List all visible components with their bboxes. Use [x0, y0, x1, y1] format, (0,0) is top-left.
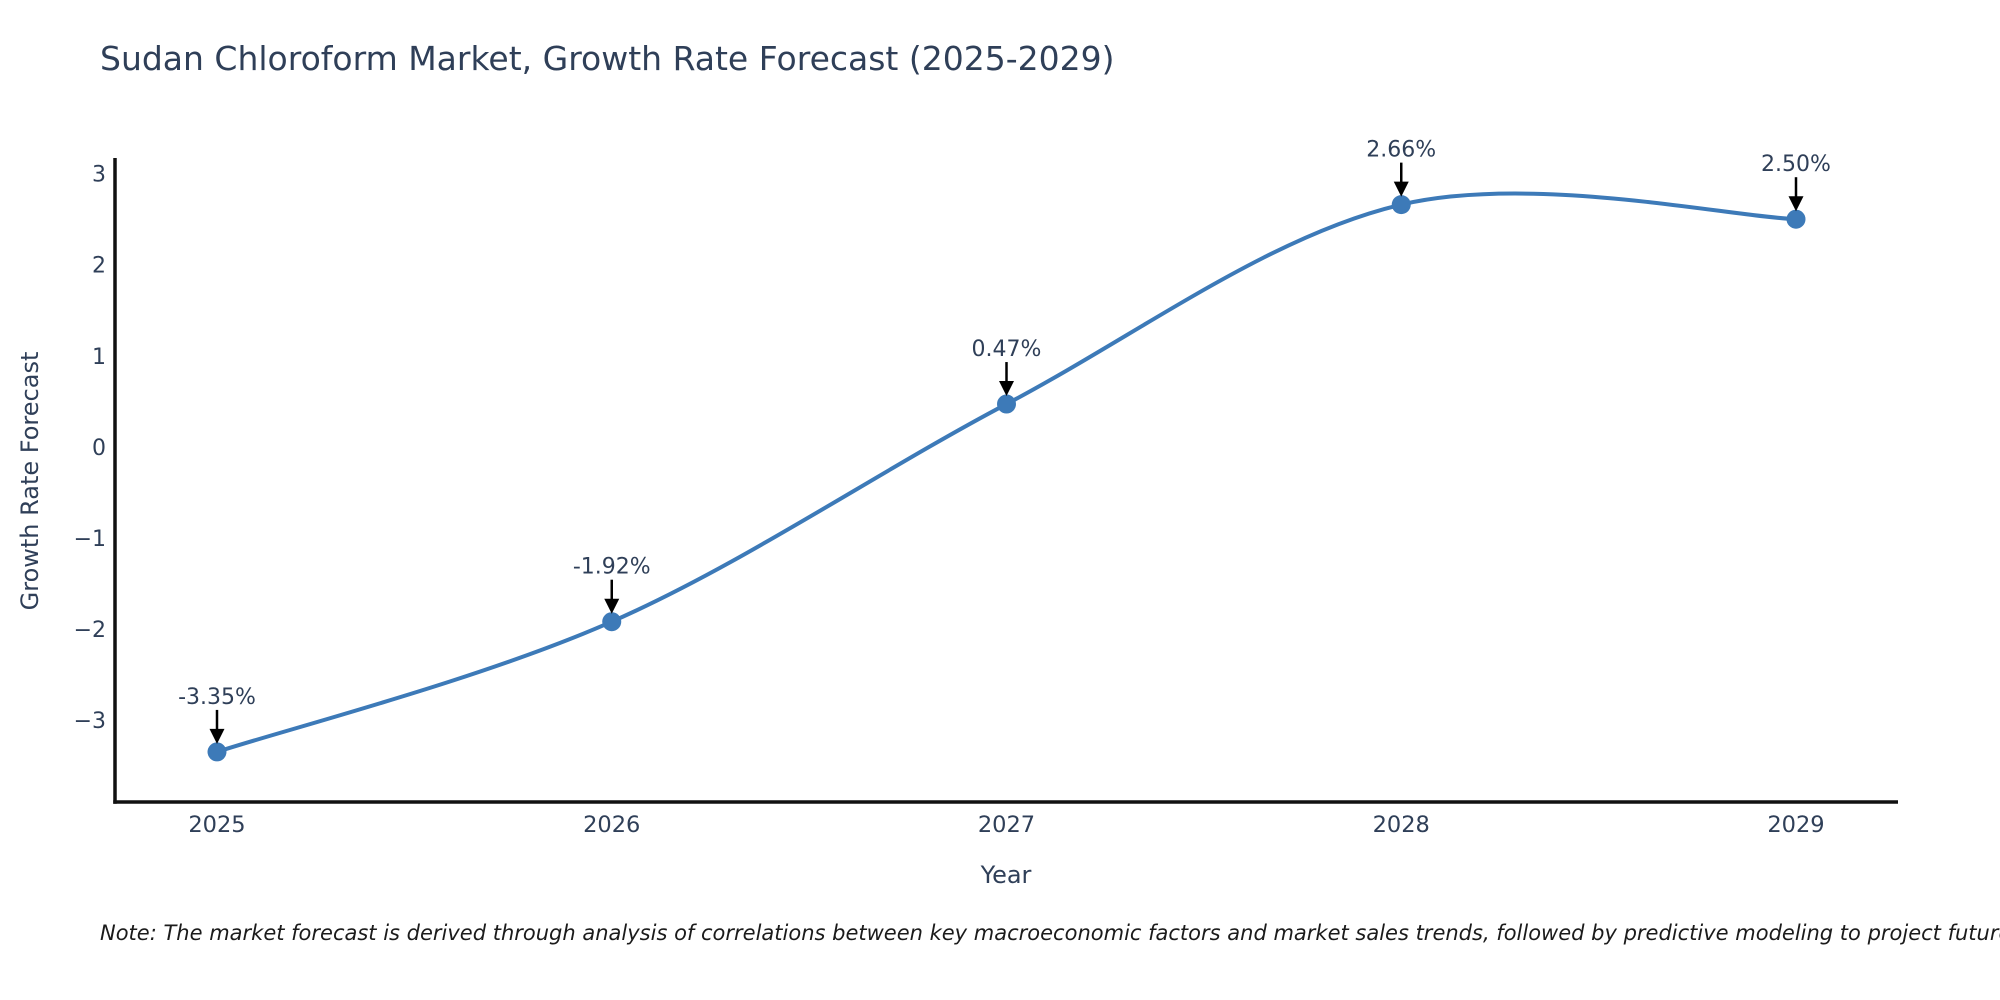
- point-value-label: 2.50%: [1761, 152, 1831, 177]
- forecast-line-series: [215, 191, 1798, 754]
- point-value-label: -3.35%: [178, 685, 256, 710]
- footnote: Note: The market forecast is derived thr…: [100, 921, 2000, 945]
- x-tick-label: 2027: [978, 812, 1035, 838]
- x-tick-label: 2028: [1373, 812, 1430, 838]
- annotation-arrow-head: [604, 598, 620, 614]
- x-tick-label: 2029: [1767, 812, 1824, 838]
- data-point-marker: [602, 612, 622, 632]
- annotation-arrow-head: [209, 728, 225, 744]
- y-tick-label: 0: [92, 436, 106, 461]
- x-tick-label: 2025: [188, 812, 245, 838]
- chart-title: Sudan Chloroform Market, Growth Rate For…: [100, 39, 1115, 78]
- x-tick-label: 2026: [583, 812, 640, 838]
- x-axis-title: Year: [980, 861, 1032, 889]
- point-value-label: 0.47%: [972, 337, 1042, 362]
- annotation-arrow-head: [999, 381, 1014, 397]
- y-tick-label: 3: [92, 163, 106, 188]
- y-tick-label: 2: [92, 254, 106, 279]
- data-point-marker: [207, 742, 227, 762]
- data-point-marker: [1786, 209, 1806, 229]
- annotation-arrow-head: [1393, 181, 1409, 197]
- data-point-marker: [997, 394, 1016, 414]
- y-tick-label: 1: [92, 345, 106, 370]
- point-value-label: 2.66%: [1366, 138, 1436, 163]
- y-tick-label: −1: [74, 527, 106, 552]
- point-value-label: -1.92%: [573, 555, 651, 580]
- data-point-marker: [1391, 195, 1411, 215]
- y-tick-label: −3: [74, 709, 106, 734]
- y-tick-label: −2: [74, 618, 106, 643]
- annotation-arrow-head: [1788, 196, 1804, 212]
